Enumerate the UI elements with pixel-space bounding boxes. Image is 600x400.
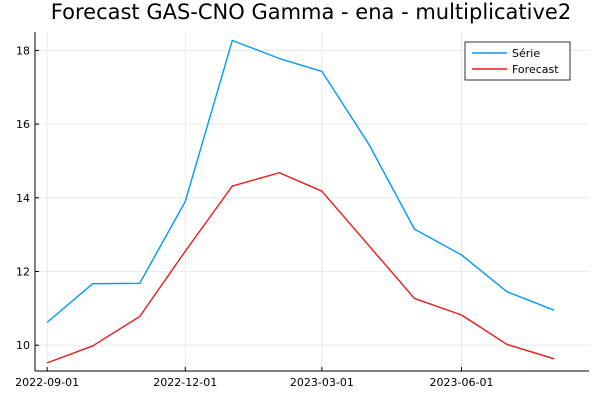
- series-1-point: [321, 70, 323, 72]
- y-tick-label: 14: [16, 192, 30, 205]
- series-2-point: [278, 172, 280, 174]
- grid: [35, 32, 589, 371]
- series-1-point: [368, 143, 370, 145]
- series-2-point: [321, 190, 323, 192]
- y-tick-label: 10: [16, 339, 30, 352]
- y-tick-label: 16: [16, 118, 30, 131]
- series-2-point: [139, 315, 141, 317]
- series-2-point: [231, 185, 233, 187]
- series-1-point: [278, 57, 280, 59]
- x-tick-label: 2023-06-01: [430, 376, 494, 389]
- x-tick-label: 2022-09-01: [15, 376, 79, 389]
- series-line-2: [46, 172, 555, 364]
- legend-label-1: Série: [512, 47, 540, 60]
- legend: Série Forecast: [464, 41, 571, 81]
- series-1-point: [46, 321, 48, 323]
- series-2-point: [506, 343, 508, 345]
- series-2-point: [368, 245, 370, 247]
- x-tick-label: 2022-12-01: [153, 376, 217, 389]
- series-line-1: [46, 39, 555, 323]
- series-1-point: [460, 254, 462, 256]
- legend-label-2: Forecast: [512, 63, 559, 76]
- series-1-point: [91, 282, 93, 284]
- series-2-point: [460, 314, 462, 316]
- series-2-point: [553, 358, 555, 360]
- series-1-point: [553, 309, 555, 311]
- chart-title: Forecast GAS-CNO Gamma - ena - multiplic…: [51, 0, 571, 24]
- series-2-point: [46, 362, 48, 364]
- axes: 10 12 14 16 18 2022-09-01 2022-12-01 2023-03-01…: [15, 32, 589, 389]
- legend-box: [464, 41, 571, 81]
- series-1-point: [413, 228, 415, 230]
- y-tick-label: 12: [16, 266, 30, 279]
- y-tick-label: 18: [16, 44, 30, 57]
- series-1-point: [139, 282, 141, 284]
- series-2-point: [184, 250, 186, 252]
- series-1-point: [184, 200, 186, 202]
- series-1-point: [506, 291, 508, 293]
- series-1-point: [231, 39, 233, 41]
- series: [46, 39, 555, 364]
- x-tick-label: 2023-03-01: [290, 376, 354, 389]
- series-2-point: [413, 297, 415, 299]
- series-2-point: [91, 345, 93, 347]
